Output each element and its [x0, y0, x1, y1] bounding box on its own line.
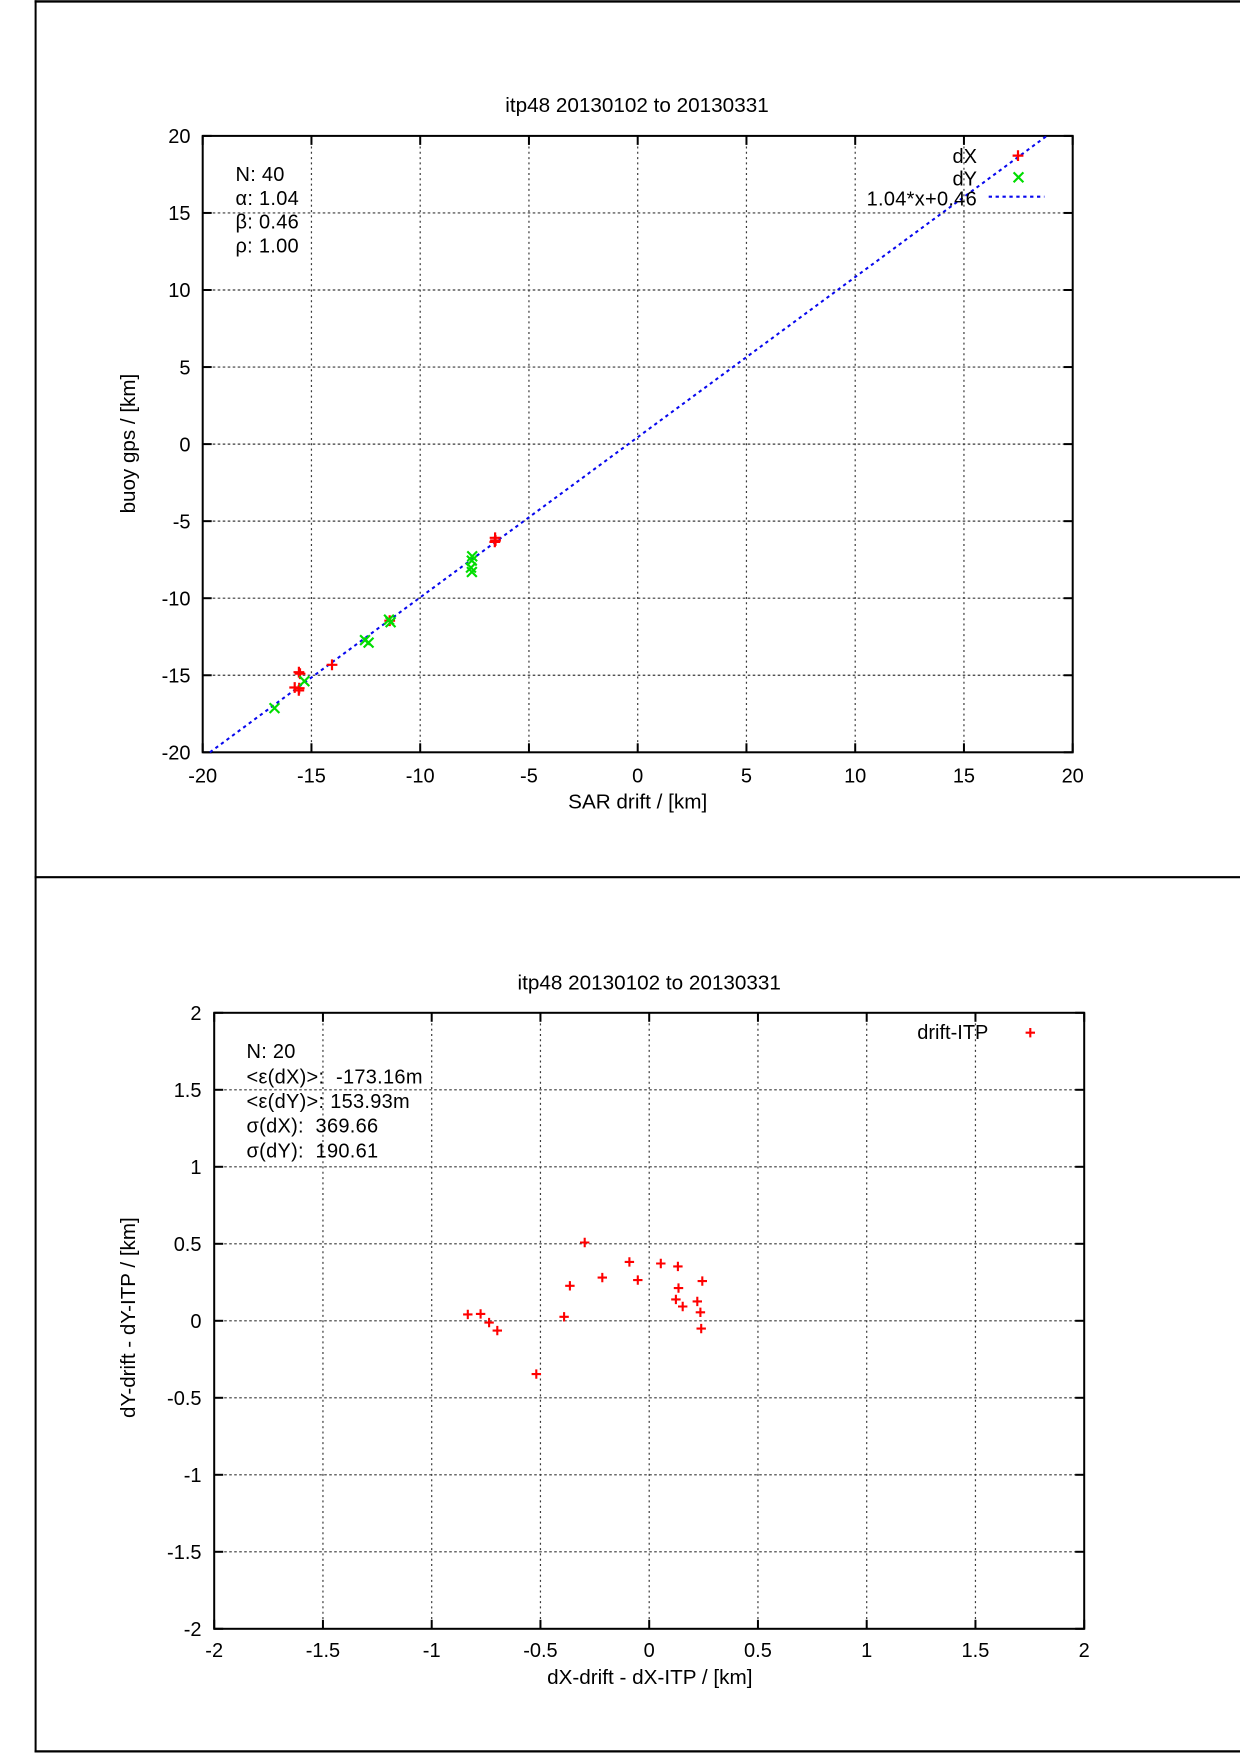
- svg-text:-2: -2: [205, 1640, 223, 1662]
- svg-text:-2: -2: [184, 1619, 202, 1641]
- svg-text:-15: -15: [162, 665, 191, 687]
- svg-text:15: 15: [953, 765, 975, 787]
- svg-text:SAR drift / [km]: SAR drift / [km]: [568, 791, 707, 814]
- svg-text:-0.5: -0.5: [167, 1388, 201, 1410]
- svg-text:1: 1: [190, 1157, 201, 1179]
- svg-text:5: 5: [741, 765, 752, 787]
- svg-text:0.5: 0.5: [174, 1234, 202, 1256]
- svg-text:N: 40: N: 40: [236, 164, 285, 186]
- svg-text:1.5: 1.5: [962, 1640, 990, 1662]
- svg-text:itp48 20130102 to 20130331: itp48 20130102 to 20130331: [505, 94, 768, 117]
- svg-text:2: 2: [1079, 1640, 1090, 1662]
- svg-text:2: 2: [190, 1003, 201, 1025]
- svg-text:1: 1: [861, 1640, 872, 1662]
- svg-text:20: 20: [168, 126, 190, 148]
- svg-text:-20: -20: [188, 765, 217, 787]
- svg-text:1.04*x+0.46: 1.04*x+0.46: [867, 189, 977, 211]
- svg-text:10: 10: [168, 280, 190, 302]
- svg-text:0: 0: [632, 765, 643, 787]
- svg-text:drift-ITP: drift-ITP: [917, 1022, 988, 1044]
- svg-text:-10: -10: [406, 765, 435, 787]
- svg-text:itp48 20130102 to 20130331: itp48 20130102 to 20130331: [517, 972, 780, 995]
- svg-text:-20: -20: [162, 743, 191, 765]
- svg-text:-5: -5: [520, 765, 538, 787]
- svg-text:<ε(dX)>: -173.16m: <ε(dX)>: -173.16m: [247, 1067, 423, 1089]
- svg-text:N: 20: N: 20: [247, 1041, 296, 1063]
- svg-text:-15: -15: [297, 765, 326, 787]
- svg-text:20: 20: [1062, 765, 1084, 787]
- svg-text:dX: dX: [953, 146, 977, 168]
- svg-text:dY-drift - dY-ITP / [km]: dY-drift - dY-ITP / [km]: [117, 1217, 140, 1418]
- svg-text:-1.5: -1.5: [167, 1542, 201, 1564]
- svg-text:-1: -1: [184, 1465, 202, 1487]
- svg-text:ρ: 1.00: ρ: 1.00: [236, 235, 299, 257]
- svg-text:α: 1.04: α: 1.04: [236, 188, 300, 210]
- svg-text:-0.5: -0.5: [523, 1640, 557, 1662]
- svg-text:<ε(dY)>: 153.93m: <ε(dY)>: 153.93m: [247, 1091, 410, 1113]
- svg-text:10: 10: [844, 765, 866, 787]
- svg-text:β: 0.46: β: 0.46: [236, 212, 300, 234]
- svg-text:0: 0: [644, 1640, 655, 1662]
- svg-text:σ(dX): 369.66: σ(dX): 369.66: [247, 1116, 379, 1138]
- svg-text:-10: -10: [162, 588, 191, 610]
- svg-text:buoy gps / [km]: buoy gps / [km]: [117, 374, 140, 514]
- svg-text:15: 15: [168, 203, 190, 225]
- svg-text:dX-drift - dX-ITP / [km]: dX-drift - dX-ITP / [km]: [547, 1666, 752, 1689]
- svg-text:dY: dY: [953, 168, 977, 190]
- svg-text:1.5: 1.5: [174, 1080, 202, 1102]
- svg-text:σ(dY): 190.61: σ(dY): 190.61: [247, 1141, 379, 1163]
- svg-text:0: 0: [190, 1311, 201, 1333]
- svg-text:0.5: 0.5: [744, 1640, 772, 1662]
- svg-text:-1: -1: [423, 1640, 441, 1662]
- svg-text:-5: -5: [173, 511, 191, 533]
- svg-text:-1.5: -1.5: [306, 1640, 340, 1662]
- svg-text:0: 0: [179, 434, 190, 456]
- svg-text:5: 5: [179, 357, 190, 379]
